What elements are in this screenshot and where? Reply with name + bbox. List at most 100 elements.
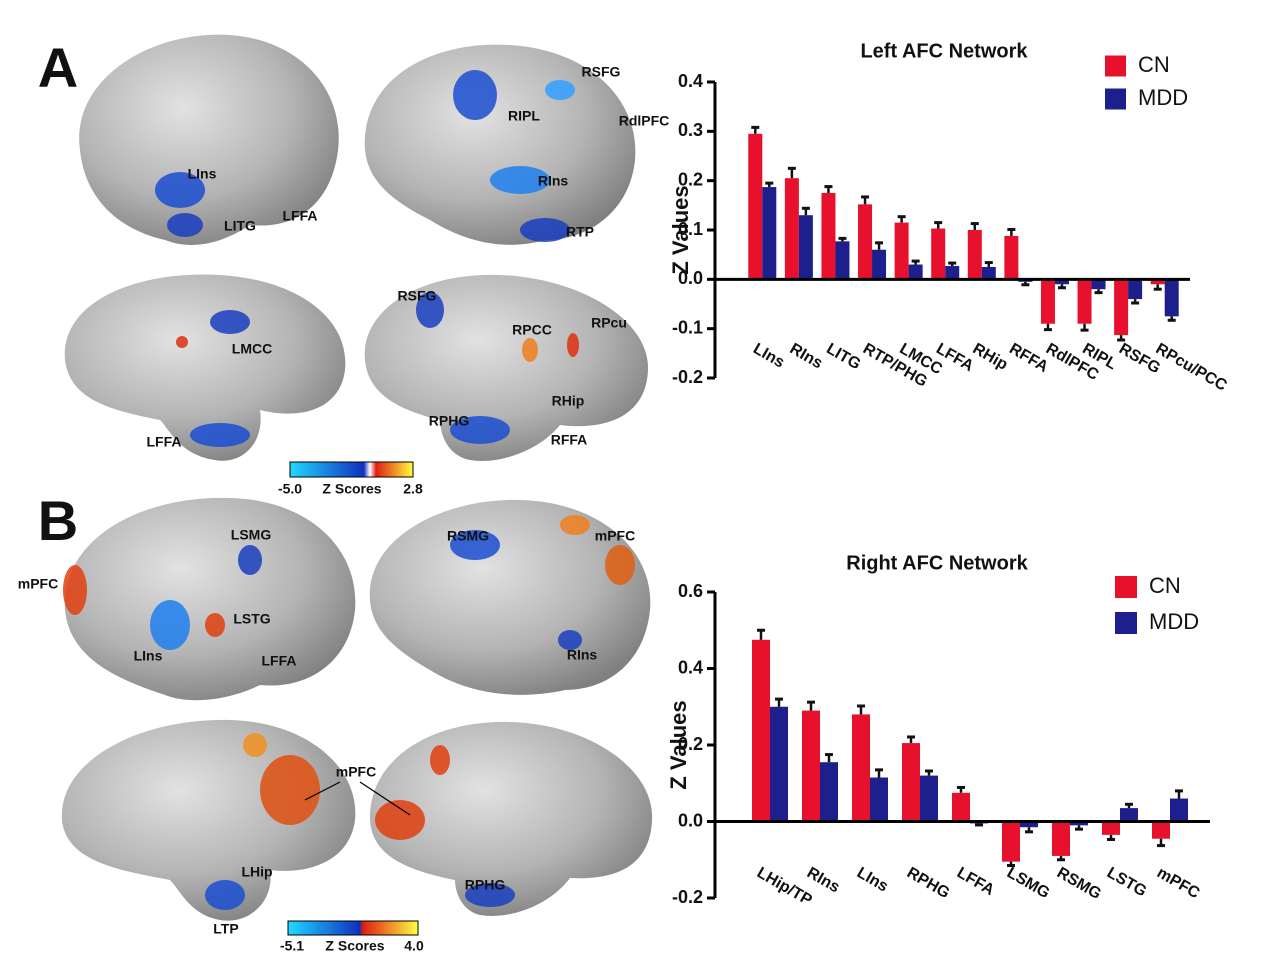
bar <box>1164 279 1179 317</box>
bar <box>1114 279 1129 336</box>
brain <box>64 274 346 461</box>
bar <box>870 777 888 822</box>
colorbar-label: -5.1 <box>280 938 304 954</box>
colorbar-label: 4.0 <box>404 938 424 954</box>
bar <box>1052 821 1070 856</box>
legend-swatch <box>1105 88 1126 110</box>
bar <box>1004 235 1019 280</box>
region-label: RdlPFC <box>619 113 670 129</box>
bar <box>908 264 923 280</box>
region-label: LFFA <box>283 208 318 224</box>
bar <box>967 230 982 280</box>
bar <box>920 775 938 822</box>
x-tick-label: RSMG <box>1054 864 1104 903</box>
colorbar-label: Z Scores <box>325 938 384 954</box>
region-label: LIns <box>134 648 163 664</box>
y-tick-label: 0.0 <box>678 810 703 830</box>
y-axis-label: Z Values <box>666 700 691 789</box>
region-label: mPFC <box>336 764 376 780</box>
pointer-line <box>304 781 341 801</box>
panel-letter: A <box>38 36 78 99</box>
brain <box>79 34 339 245</box>
y-tick-label: 0.3 <box>678 120 703 140</box>
chart-title: Right AFC Network <box>846 552 1028 574</box>
colorbar-label: Z Scores <box>322 481 381 497</box>
region-label: LFFA <box>147 434 182 450</box>
y-tick-label: -0.2 <box>672 367 703 387</box>
bar <box>752 639 770 822</box>
y-tick-label: 0.4 <box>678 657 703 677</box>
x-tick-label: LSMG <box>1004 864 1053 902</box>
region-label: LFFA <box>262 653 297 669</box>
legend-label: CN <box>1138 52 1170 77</box>
bar <box>820 762 838 822</box>
y-tick-label: 0.0 <box>678 268 703 288</box>
brain-renderings <box>61 34 653 936</box>
bar <box>802 710 820 822</box>
chart-title: Left AFC Network <box>860 40 1028 62</box>
bar <box>1002 821 1020 862</box>
x-tick-label: RPHG <box>904 864 953 902</box>
x-tick-label: RFFA <box>1006 340 1051 376</box>
region-label: LTP <box>213 921 238 937</box>
bar <box>1152 821 1170 839</box>
region-label: LSTG <box>233 611 270 627</box>
y-tick-label: 0.4 <box>678 71 703 91</box>
region-label: RTP <box>566 224 594 240</box>
legend-label: MDD <box>1138 85 1188 110</box>
bar <box>1020 821 1038 828</box>
x-tick-label: LFFA <box>954 864 998 899</box>
region-label: RPHG <box>429 413 470 429</box>
colorbar <box>287 920 419 936</box>
y-tick-label: 0.2 <box>678 734 703 754</box>
bar <box>1091 279 1106 290</box>
bar <box>858 204 873 280</box>
bar <box>748 133 763 280</box>
bar <box>784 178 799 280</box>
bar <box>952 792 970 822</box>
region-label: RPCC <box>512 322 552 338</box>
region-label: LSMG <box>231 527 272 543</box>
x-tick-label: RPcu/PCC <box>1153 340 1230 395</box>
bar <box>1120 808 1138 822</box>
bar <box>1070 821 1088 826</box>
x-tick-label: LITG <box>823 340 863 373</box>
bar <box>770 706 788 822</box>
legend-swatch <box>1115 576 1137 598</box>
region-label: RIns <box>538 173 569 189</box>
brain <box>369 499 651 695</box>
region-label: RSMG <box>447 528 489 544</box>
bar <box>945 266 960 280</box>
region-label: RHip <box>552 393 585 409</box>
y-tick-label: 0.6 <box>678 581 703 601</box>
y-tick-label: 0.1 <box>678 219 703 239</box>
region-label: LIns <box>188 166 217 182</box>
bar <box>1040 279 1055 324</box>
y-tick-label: -0.1 <box>672 317 703 337</box>
bar <box>1170 798 1188 822</box>
y-axis-label: Z Values <box>668 185 693 274</box>
pointer-line <box>359 781 411 816</box>
activation-blobs <box>63 70 635 910</box>
bar <box>1128 279 1143 300</box>
x-tick-label: RIns <box>787 340 826 372</box>
region-label: RIns <box>567 647 598 663</box>
x-tick-label: LIns <box>750 340 787 371</box>
bar <box>762 187 777 280</box>
bar <box>1102 821 1120 835</box>
x-tick-label: LSTG <box>1104 864 1149 900</box>
y-tick-label: -0.2 <box>672 887 703 907</box>
bar <box>894 222 909 280</box>
colorbar <box>289 461 414 478</box>
y-tick-label: 0.2 <box>678 169 703 189</box>
bar <box>981 267 996 280</box>
bar <box>1150 279 1165 285</box>
bar <box>902 743 920 822</box>
bar <box>798 215 813 280</box>
region-label: RSFG <box>398 288 437 304</box>
x-tick-label: LHip/TP <box>754 864 815 909</box>
region-label: RSFG <box>582 64 621 80</box>
region-label: LHip <box>241 864 272 880</box>
